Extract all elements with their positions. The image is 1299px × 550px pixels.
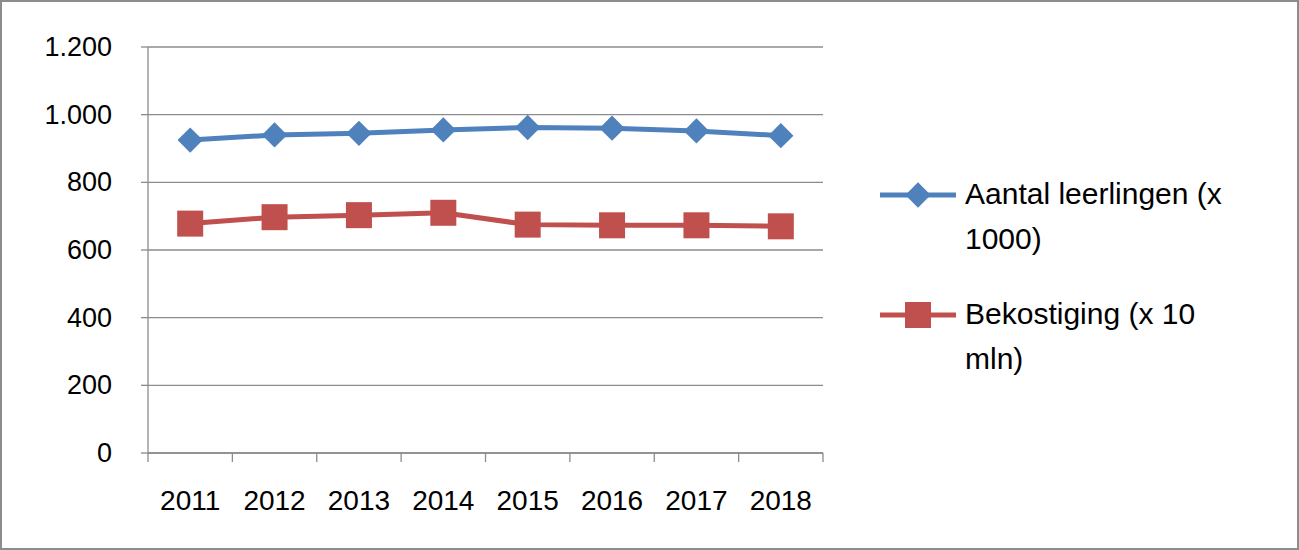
legend-label: Bekostiging (x 10 mln) bbox=[965, 291, 1250, 381]
y-tick-label: 400 bbox=[67, 303, 112, 333]
y-tick-label: 1.200 bbox=[44, 32, 112, 62]
legend-marker bbox=[905, 302, 931, 328]
series-marker bbox=[768, 213, 794, 239]
x-tick-label: 2013 bbox=[328, 485, 390, 516]
y-tick bbox=[141, 182, 148, 183]
series-marker bbox=[768, 123, 793, 148]
x-tick bbox=[316, 453, 317, 462]
x-tick bbox=[147, 453, 148, 462]
plot-area bbox=[177, 115, 794, 239]
series-marker bbox=[515, 212, 541, 238]
grid-line bbox=[148, 46, 823, 47]
chart-svg: 0 200 400 600 800 1.000 1.200 2011 2012 2013 2014 2… bbox=[0, 0, 1299, 550]
series-marker bbox=[683, 212, 709, 238]
legend-label: Aantal leerlingen (x 1000) bbox=[965, 171, 1250, 261]
series-marker bbox=[431, 117, 456, 142]
x-tick bbox=[654, 453, 655, 462]
series-marker bbox=[262, 122, 287, 147]
series-marker bbox=[684, 118, 709, 143]
y-tick-label: 800 bbox=[67, 167, 112, 197]
y-tick-label: 0 bbox=[97, 438, 112, 468]
legend-marker bbox=[905, 182, 930, 207]
chart-frame bbox=[1, 1, 1298, 549]
series-marker bbox=[262, 204, 288, 230]
y-tick-label: 600 bbox=[67, 235, 112, 265]
y-axis bbox=[147, 47, 148, 453]
x-tick-label: 2018 bbox=[750, 485, 812, 516]
y-tick bbox=[141, 46, 148, 47]
x-tick-label: 2016 bbox=[581, 485, 643, 516]
series-marker bbox=[346, 121, 371, 146]
x-tick bbox=[569, 453, 570, 462]
grid-line bbox=[148, 385, 823, 386]
x-tick bbox=[485, 453, 486, 462]
x-tick-label: 2014 bbox=[412, 485, 474, 516]
series-marker bbox=[178, 127, 203, 152]
series-marker bbox=[599, 116, 624, 141]
x-tick-label: 2015 bbox=[497, 485, 559, 516]
series-marker bbox=[515, 115, 540, 140]
y-tick-label: 1.000 bbox=[44, 100, 112, 130]
x-tick bbox=[822, 453, 823, 462]
x-tick-label: 2012 bbox=[243, 485, 305, 516]
y-tick-label: 200 bbox=[67, 370, 112, 400]
y-tick bbox=[141, 249, 148, 250]
chart-root: 0 200 400 600 800 1.000 1.200 2011 2012 2013 2014 2… bbox=[0, 0, 1299, 550]
x-tick-label: 2011 bbox=[160, 485, 220, 516]
x-tick bbox=[400, 453, 401, 462]
x-tick-label: 2017 bbox=[665, 485, 727, 516]
grid-line bbox=[148, 114, 823, 115]
y-tick bbox=[141, 114, 148, 115]
series-marker bbox=[177, 211, 203, 237]
x-tick bbox=[738, 453, 739, 462]
x-tick bbox=[232, 453, 233, 462]
grid-line bbox=[148, 317, 823, 318]
grid-line bbox=[148, 182, 823, 183]
series-marker bbox=[599, 212, 625, 238]
grid-line bbox=[148, 249, 823, 250]
y-tick bbox=[141, 317, 148, 318]
series-marker bbox=[430, 200, 456, 226]
series-marker bbox=[346, 202, 372, 228]
y-tick bbox=[141, 452, 148, 453]
y-tick bbox=[141, 385, 148, 386]
